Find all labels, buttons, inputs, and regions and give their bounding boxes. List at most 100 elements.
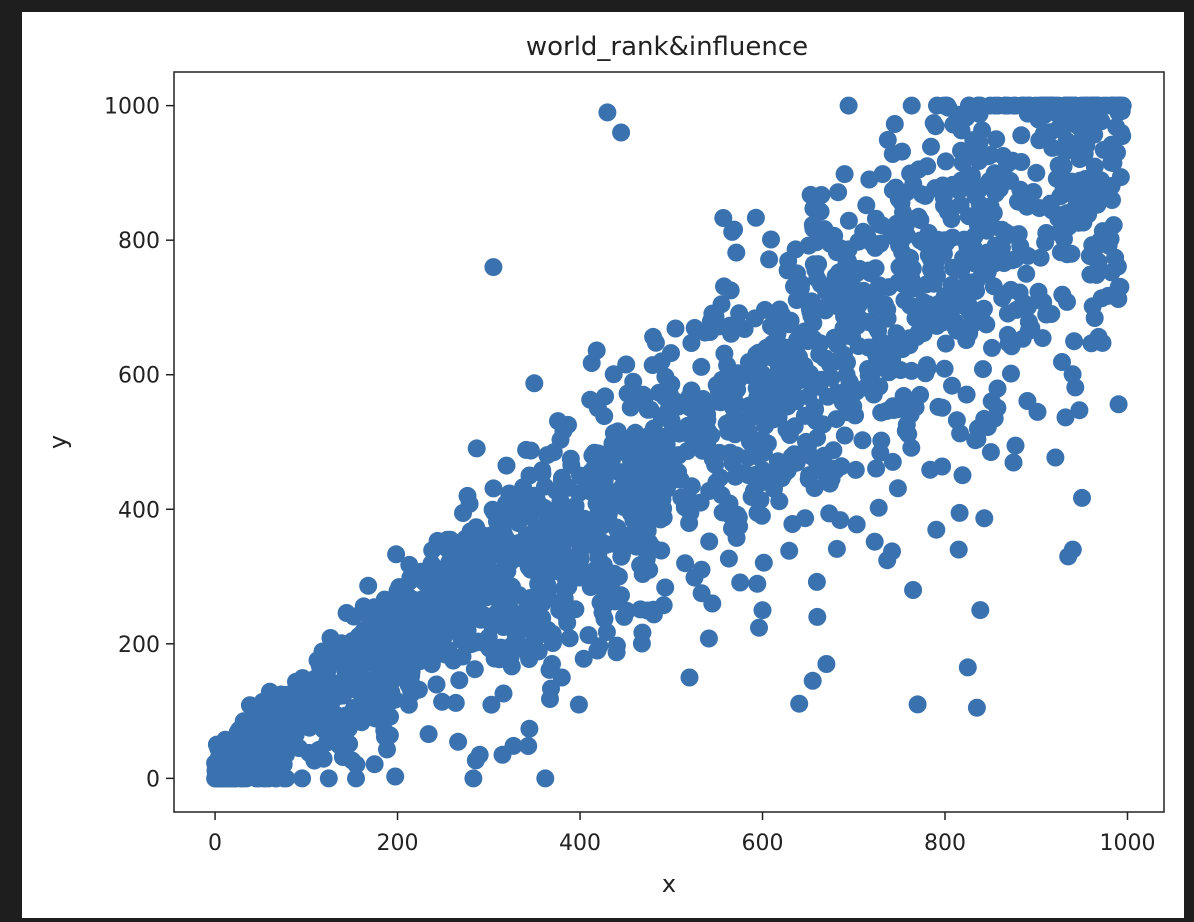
data-point [917,275,936,294]
data-point [728,364,747,383]
data-point [566,600,585,619]
data-point [950,503,969,522]
data-point [606,436,625,455]
data-point [918,359,937,378]
data-point [857,196,876,215]
data-point [725,220,744,239]
data-point [853,431,872,450]
data-point [561,449,580,468]
data-point [1085,157,1104,176]
data-point [1027,163,1046,182]
data-point [290,739,309,758]
data-point [446,693,465,712]
data-point [626,423,645,442]
data-point [1006,436,1025,455]
data-point [902,96,921,115]
data-point [1104,216,1123,235]
data-point [974,299,993,318]
data-point [1018,189,1036,208]
data-point [497,456,516,475]
data-point [987,130,1006,149]
y-axis-ticks: 0 200 400 600 800 1000 [104,95,174,792]
data-point [907,328,926,346]
data-point [676,554,695,573]
data-point [510,586,529,605]
data-point [646,442,665,461]
data-point [730,304,749,323]
data-point [943,376,961,395]
data-point [524,502,543,521]
data-point [817,655,836,673]
data-point [609,567,628,586]
data-point [847,515,866,534]
data-point [1004,453,1023,472]
data-point [293,769,312,788]
data-point [985,254,1004,273]
scatter-chart: world_rank&influence 0 200 400 600 800 1000 0… [44,32,1165,898]
data-point [568,546,586,565]
data-point [598,103,617,122]
data-point [1062,172,1081,191]
data-point [899,256,918,275]
data-point [608,518,627,537]
data-point [957,108,976,127]
data-point [715,277,733,296]
data-point [428,531,447,550]
data-point [266,769,285,788]
data-point [977,315,996,334]
data-point [1055,96,1074,115]
data-point [803,671,822,690]
data-point [514,478,533,497]
data-point [662,344,680,363]
data-point [274,735,293,754]
data-point [557,570,575,589]
data-point [971,601,990,620]
data-point [596,387,615,406]
data-point [592,533,611,552]
data-point [419,725,438,744]
data-point [559,415,577,434]
data-point [1102,153,1121,172]
data-point [839,211,858,230]
data-point [1109,395,1128,414]
data-point [314,720,333,739]
plot-area-frame [173,71,1165,813]
data-point [333,748,352,766]
data-point [523,622,542,641]
data-point [885,115,904,133]
data-point [731,573,750,592]
data-point [276,697,295,716]
data-point [802,407,821,426]
data-point [808,428,827,447]
data-point [484,479,503,498]
data-point [542,679,560,698]
data-point [768,452,787,471]
data-point [988,379,1007,398]
data-point [933,398,952,417]
data-point [492,588,511,607]
data-point [906,398,925,417]
data-point [756,416,775,435]
data-point [644,538,663,557]
data-point [413,614,431,633]
data-point [957,385,976,404]
data-point [703,313,722,332]
x-tick-label: 800 [924,831,966,856]
data-point [871,234,890,253]
data-point [904,175,923,193]
data-point [329,712,348,731]
data-point [574,649,593,668]
data-point [750,618,768,637]
data-point [878,551,897,570]
data-point [754,392,773,411]
data-point [415,589,434,608]
data-point [260,754,279,773]
data-point [656,578,675,597]
data-point [329,677,348,696]
data-point [1065,332,1084,351]
data-point [693,441,712,460]
data-point [773,306,792,325]
data-point [983,338,1001,357]
data-point [1037,224,1056,242]
data-point [646,333,665,352]
